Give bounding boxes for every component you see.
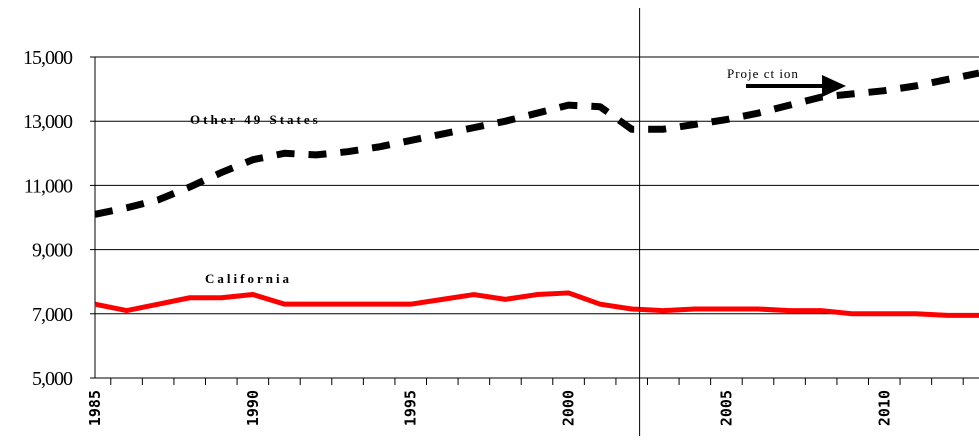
x-tick-label: 2000 <box>560 390 578 426</box>
x-tick-label: 1990 <box>244 390 262 426</box>
projection-arrow <box>746 75 846 97</box>
x-tick-label: 1995 <box>402 390 420 426</box>
series-line-0 <box>94 69 979 218</box>
projection-label: Proje ct ion <box>727 66 799 81</box>
series-lines <box>94 69 979 318</box>
x-tick-label: 2005 <box>717 390 735 426</box>
y-tick-labels: 5,000 7,000 9,000 11,000 13,000 15,000 <box>23 47 95 390</box>
axes <box>94 57 979 379</box>
series-line-1 <box>94 290 979 318</box>
series-label-other-49-states: Other 49 States <box>190 112 321 127</box>
y-tick-label: 13,000 <box>23 111 73 133</box>
y-tick-label: 9,000 <box>32 240 73 262</box>
x-tick-label: 2010 <box>875 390 893 426</box>
y-tick-label: 11,000 <box>24 175 73 197</box>
x-tick-labels: 1985 1990 1995 2000 2005 2010 <box>86 378 964 426</box>
series-label-california: California <box>205 271 292 286</box>
y-tick-label: 5,000 <box>32 368 73 390</box>
x-tick-label: 1985 <box>86 390 104 426</box>
arrow-head <box>822 75 846 97</box>
y-tick-label: 15,000 <box>23 47 73 69</box>
y-tick-label: 7,000 <box>32 304 73 326</box>
